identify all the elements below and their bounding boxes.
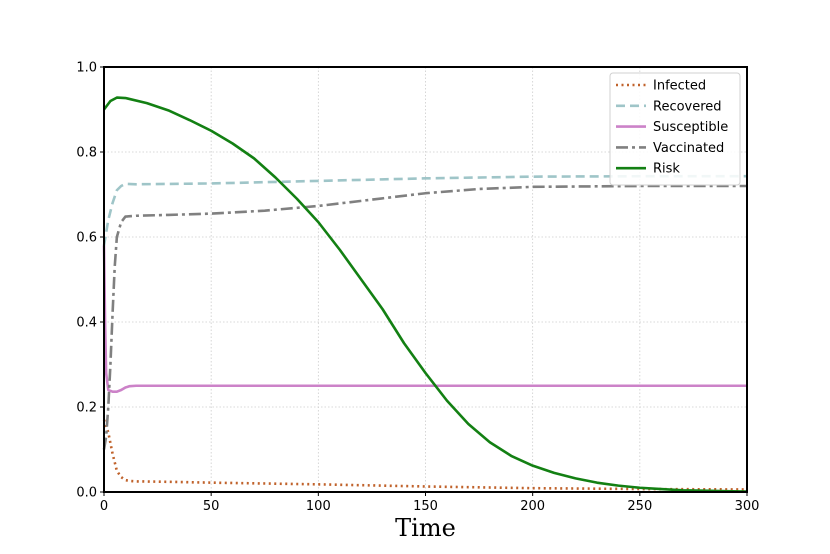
- y-tick-label: 0.2: [76, 401, 97, 416]
- x-tick-label: 100: [306, 499, 331, 514]
- series-line-vaccinated: [102, 184, 747, 450]
- y-tick-label: 0.6: [76, 231, 97, 246]
- series-line-risk: [102, 96, 748, 493]
- legend-label: Susceptible: [653, 120, 728, 135]
- x-tick-label: 200: [520, 499, 545, 514]
- legend-label: Infected: [653, 79, 706, 94]
- legend-label: Vaccinated: [653, 141, 724, 156]
- series-group: [102, 96, 748, 493]
- y-tick-label: 0.0: [76, 486, 97, 501]
- legend: Infected Recovered Susceptible Vaccinated Ri…: [609, 72, 741, 186]
- series-line-susceptible: [102, 245, 747, 393]
- series-line-recovered: [102, 174, 747, 246]
- x-tick-label: 0: [100, 499, 108, 514]
- series-line-infected: [102, 419, 748, 491]
- legend-label: Recovered: [653, 99, 722, 114]
- x-axis-ticks: 0 50 100 150 200 250 300: [100, 492, 760, 514]
- y-tick-label: 1.0: [76, 61, 97, 76]
- x-axis-label: Time: [395, 514, 456, 542]
- x-tick-label: 250: [627, 499, 652, 514]
- legend-label: Risk: [653, 162, 680, 177]
- y-tick-label: 0.8: [76, 146, 97, 161]
- y-tick-label: 0.4: [76, 316, 97, 331]
- y-axis-ticks: 0.0 0.2 0.4 0.6 0.8 1.0: [76, 61, 104, 501]
- x-tick-label: 300: [735, 499, 760, 514]
- legend-box: [609, 72, 741, 186]
- x-tick-label: 150: [413, 499, 438, 514]
- x-tick-label: 50: [203, 499, 220, 514]
